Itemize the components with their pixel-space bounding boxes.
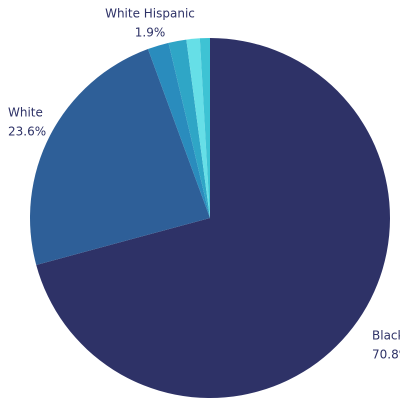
pie-slice [186, 38, 210, 218]
pie-slice [199, 38, 210, 218]
slice-value-label: 23.6% [8, 125, 46, 139]
pie-slice [147, 42, 210, 218]
slice-value-label: 1.9% [135, 26, 166, 40]
slice-label: White [8, 106, 43, 120]
slice-label: White Hispanic [105, 7, 195, 21]
pie-slice [30, 49, 211, 265]
slice-label: Black [372, 329, 400, 343]
pie-slice [36, 38, 391, 398]
pie-slice [168, 39, 210, 219]
slice-value-label: 70.8% [372, 348, 400, 362]
